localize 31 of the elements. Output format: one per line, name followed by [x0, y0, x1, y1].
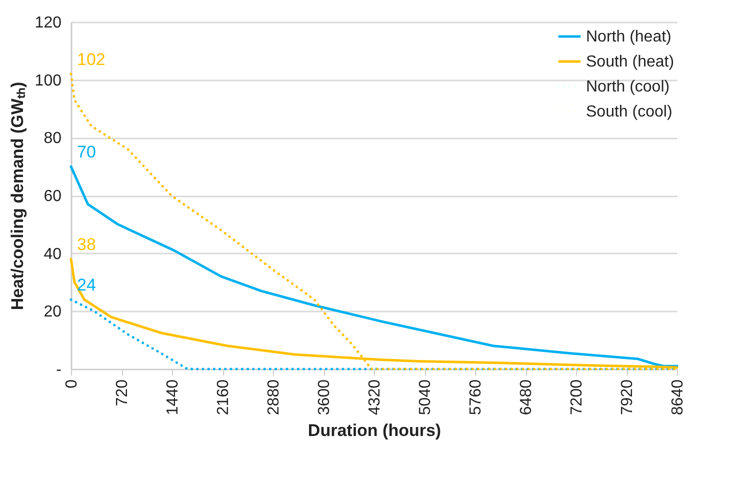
legend-label: South (cool): [586, 104, 672, 120]
data-label: 102: [77, 50, 106, 70]
data-label: 70: [77, 142, 96, 162]
y-tick-label: 20: [44, 304, 62, 321]
y-axis-title: Heat/cooling demand (GWₜₕ): [8, 82, 27, 310]
y-tick-label: 120: [34, 14, 62, 32]
x-tick-label: 6480: [518, 379, 535, 416]
y-tick-label: 80: [44, 130, 62, 148]
y-tick-label: -: [56, 362, 62, 378]
x-tick-label: 3600: [316, 379, 333, 416]
x-tick-label: 2880: [266, 379, 282, 416]
y-tick-label: 60: [44, 188, 62, 205]
x-tick-label: 1440: [164, 379, 182, 416]
x-tick-label: 7200: [568, 379, 586, 416]
x-tick-label: 4320: [366, 379, 384, 416]
x-tick-label: 0: [64, 379, 80, 388]
legend-label: South (heat): [586, 54, 674, 70]
y-tick-label: 40: [44, 246, 62, 263]
x-tick-label: 5760: [468, 379, 484, 416]
x-tick-label: 8640: [670, 379, 686, 416]
y-tick-label: 100: [34, 72, 62, 90]
legend-label: North (heat): [586, 28, 672, 46]
x-tick-label: 2160: [215, 379, 232, 416]
data-label: 24: [77, 276, 96, 295]
x-axis-title: Duration (hours): [308, 421, 442, 440]
x-tick-label: 5040: [417, 379, 434, 416]
x-tick-label: 720: [114, 379, 131, 406]
data-label: 38: [77, 235, 96, 254]
x-tick-label: 7920: [619, 379, 636, 416]
line-series: [70, 165, 678, 368]
legend-label: North (cool): [586, 78, 670, 96]
